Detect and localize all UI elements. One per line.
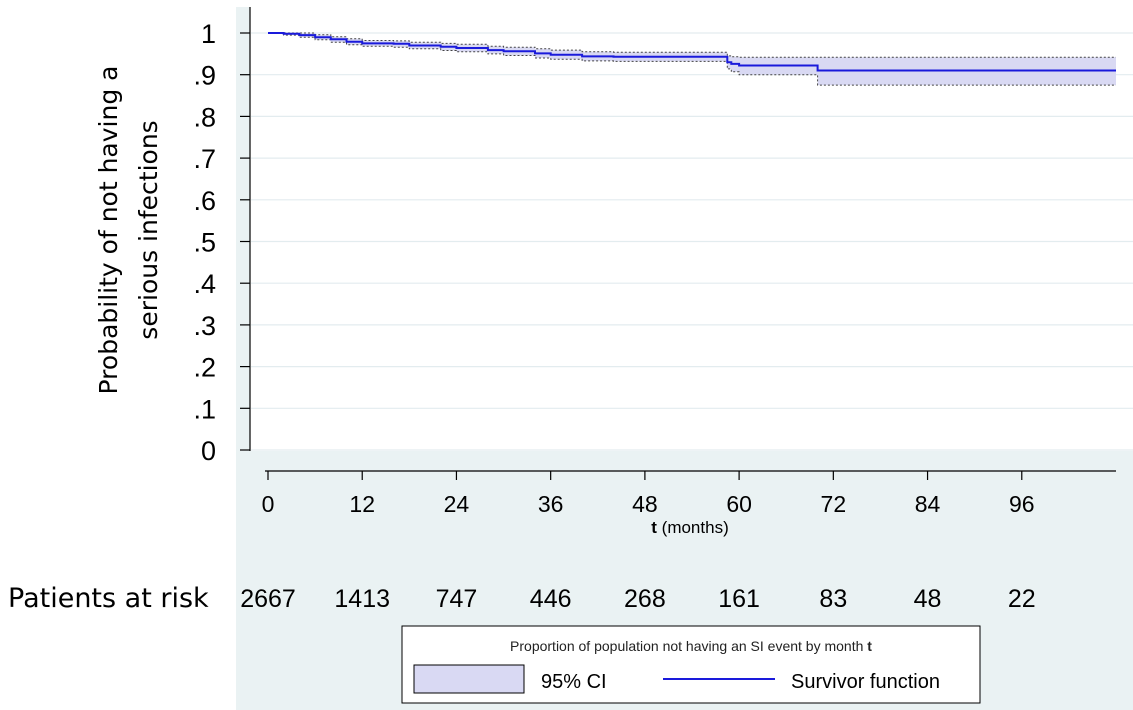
legend-ci-label: 95% CI [541,671,607,693]
legend-survivor-label: Survivor function [791,671,940,693]
risk-table-value: 747 [436,585,478,613]
x-tick-label: 84 [915,491,941,517]
x-tick-label: 0 [262,491,275,517]
y-tick-label: 0 [201,436,216,466]
y-tick-label: .5 [193,228,216,258]
ci-lower-bound [268,32,1116,86]
y-tick-label: .2 [193,353,216,383]
risk-table-value: 446 [530,585,572,613]
x-axis-label: t (months) [651,518,728,537]
risk-table-value: 22 [1008,585,1036,613]
y-tick-label: .8 [193,102,216,132]
ci-band-area [268,33,1116,86]
legend-title-text: Proportion of population not having an S… [510,638,863,654]
legend-ci-swatch [413,664,525,694]
risk-table-value: 161 [718,585,760,613]
risk-table-value: 268 [624,585,666,613]
y-tick-label: .3 [193,311,216,341]
x-tick-label: 24 [444,491,470,517]
x-axis-label-var: t [651,518,657,537]
x-tick-label: 72 [821,491,847,517]
y-tick-label: .7 [193,144,216,174]
x-tick-label: 48 [632,491,658,517]
risk-table-label: Patients at risk [8,583,209,614]
x-tick-label: 36 [538,491,564,517]
y-axis-label-line1: Probability of not having a [94,66,123,395]
risk-table-values: 2667 1413 747 446 268 161 83 48 22 [240,585,1035,613]
risk-table-value: 48 [914,585,942,613]
gridlines [251,32,1133,451]
y-ticks: 0 .1 .2 .3 .4 .5 .6 .7 .8 .9 1 [193,19,250,466]
y-tick-label: 1 [201,19,216,49]
legend-title-var: t [867,638,872,654]
y-axis-label-line2: serious infections [134,120,163,339]
risk-table-value: 1413 [334,585,390,613]
y-tick-label: .6 [193,186,216,216]
y-tick-label: .4 [193,269,216,299]
x-tick-label: 60 [726,491,752,517]
y-tick-label: .1 [193,394,216,424]
y-tick-label: .9 [193,61,216,91]
risk-table-value: 83 [819,585,847,613]
x-tick-label: 96 [1009,491,1035,517]
survivor-function-line [268,32,1116,72]
x-ticks: 0 12 24 36 48 60 72 84 96 [262,471,1035,517]
risk-table-value: 2667 [240,585,296,613]
x-axis-label-units: (months) [662,518,729,537]
ci-band-group [268,32,1116,86]
survival-line-group [268,32,1116,72]
ci-upper-bound [268,32,1116,58]
x-tick-label: 12 [349,491,375,517]
legend-title: Proportion of population not having an S… [510,638,872,654]
